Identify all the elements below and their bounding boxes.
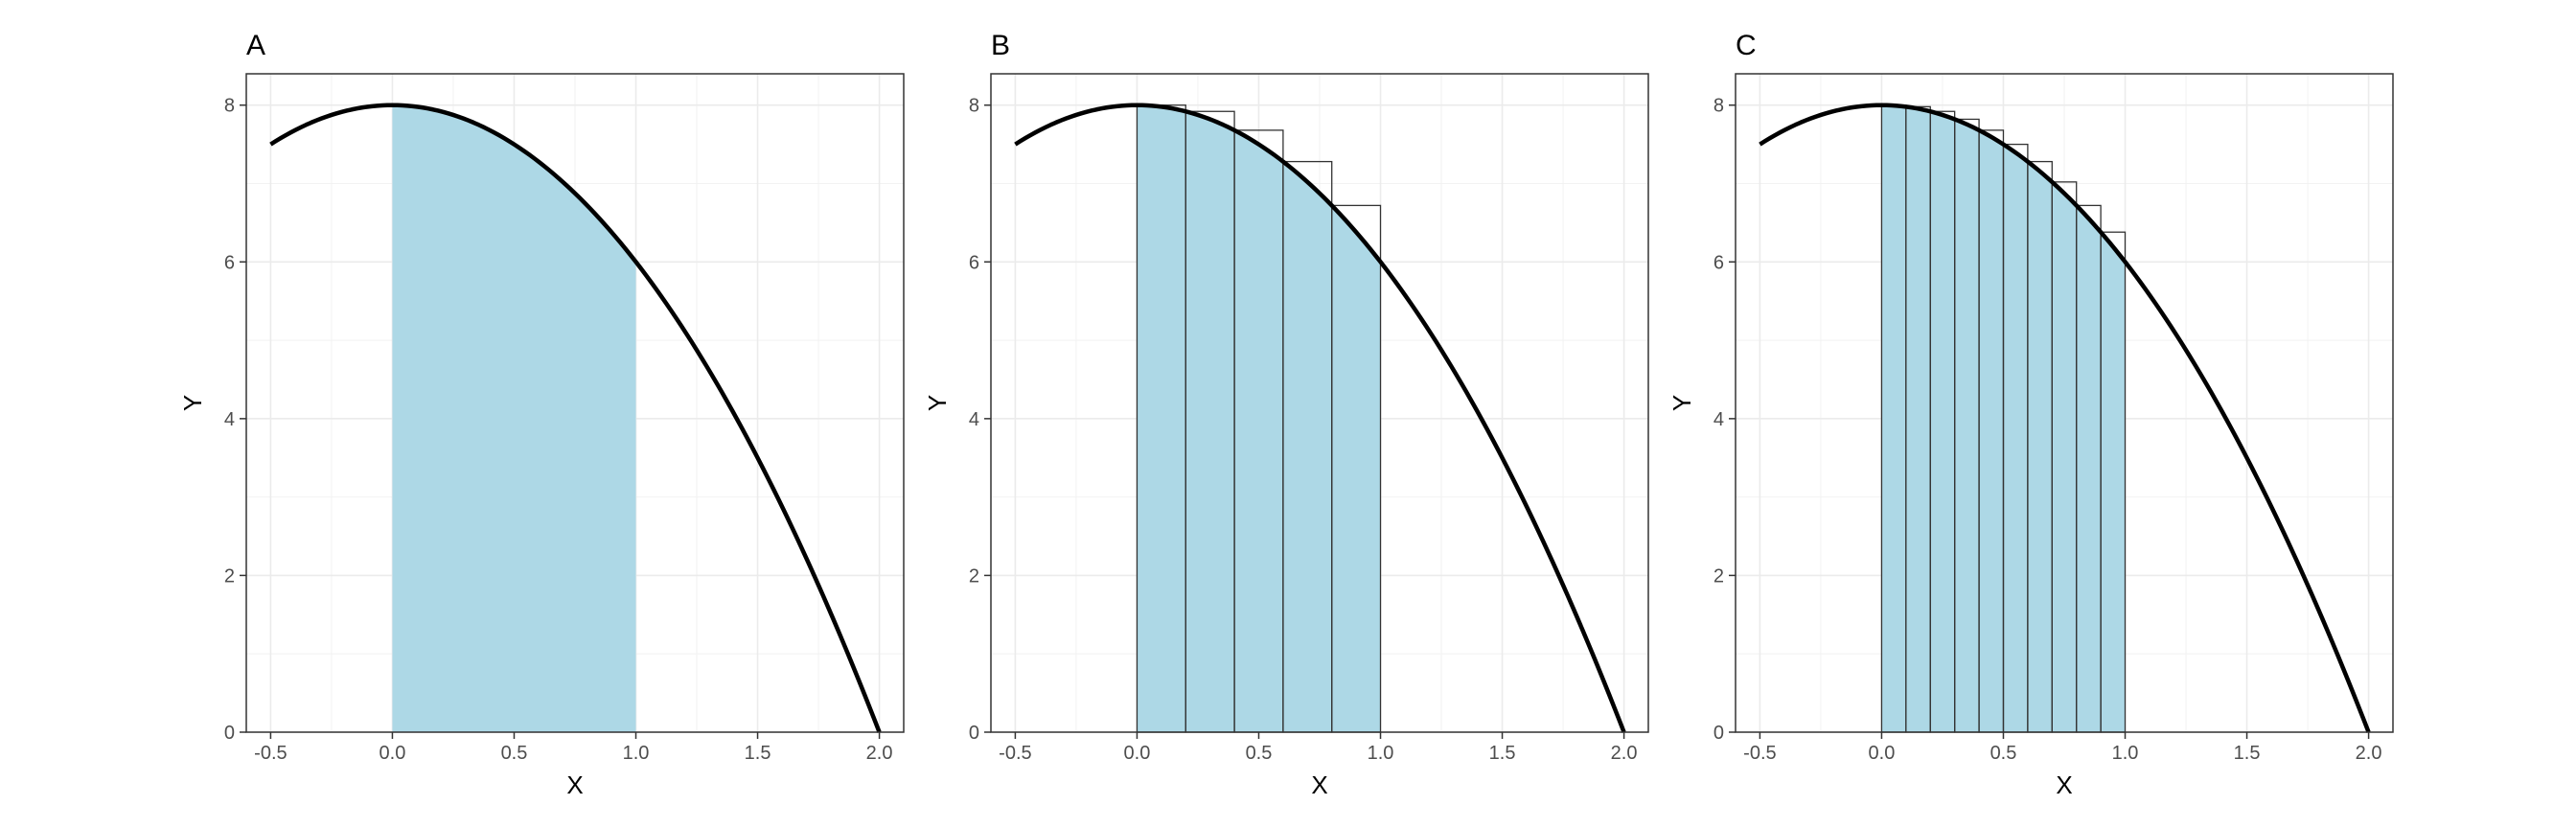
y-tick-label: 8 [969, 96, 979, 117]
rect-fills [1881, 104, 2126, 732]
y-tick-label: 4 [969, 409, 979, 430]
y-tick-label: 6 [224, 252, 235, 273]
x-tick-label: 0.0 [1869, 743, 1896, 764]
x-tick-label: 1.5 [2234, 743, 2261, 764]
x-tick-label: -0.5 [254, 743, 287, 764]
x-tick-label: -0.5 [1743, 743, 1776, 764]
riemann-bar-fill [1234, 129, 1283, 732]
x-tick-label: 0.5 [1246, 743, 1273, 764]
y-tick-label: 8 [1714, 96, 1724, 117]
shaded-area [392, 104, 636, 732]
x-tick-label: 0.0 [1124, 743, 1151, 764]
panel-border [1735, 73, 2394, 733]
curve-line [1759, 103, 2371, 733]
y-tick-label: 8 [224, 96, 235, 117]
riemann-bar-fill [1930, 111, 1955, 732]
riemann-bar-fill [1979, 129, 2004, 732]
y-tick-label: 2 [969, 565, 979, 586]
y-tick-label: 2 [224, 565, 235, 586]
y-tick-label: 4 [1714, 409, 1724, 430]
riemann-bar-fill [1905, 106, 1931, 732]
riemann-bar-fill [2101, 232, 2126, 732]
y-tick-label: 4 [224, 409, 235, 430]
x-tick-label: 2.0 [866, 743, 893, 764]
x-tick-label: 1.0 [623, 743, 650, 764]
y-tick-label: 2 [1714, 565, 1724, 586]
x-tick-label: 1.5 [745, 743, 771, 764]
x-tick-label: 2.0 [1611, 743, 1638, 764]
riemann-bar-fill [1282, 161, 1332, 732]
y-tick-label: 6 [969, 252, 979, 273]
riemann-bar-fill [1954, 119, 1980, 732]
riemann-bar-fill [1331, 205, 1381, 732]
x-tick-label: 1.0 [1368, 743, 1394, 764]
riemann-bar-fill [1881, 104, 1906, 732]
panel-tag: C [1736, 30, 1757, 61]
rect-fills [1137, 104, 1381, 732]
x-tick-label: 2.0 [2356, 743, 2382, 764]
curve-line [269, 103, 882, 733]
y-tick-label: 0 [224, 723, 235, 744]
panel-border [245, 73, 905, 733]
y-axis-title: Y [178, 395, 207, 411]
panel-b: -0.5 0.0 0.5 1.0 1.5 2.0 0 2 4 6 8 X Y B [923, 30, 1649, 799]
panel-tag: A [246, 30, 265, 61]
riemann-bar-fill [2027, 161, 2053, 732]
y-tick-label: 0 [969, 723, 979, 744]
y-tick-label: 6 [1714, 252, 1724, 273]
x-tick-label: 0.0 [380, 743, 406, 764]
riemann-bar-fill [1185, 111, 1235, 732]
y-axis-title: Y [1668, 395, 1696, 411]
x-axis-title: X [2056, 770, 2072, 799]
x-tick-label: -0.5 [999, 743, 1031, 764]
riemann-bar-fill [2052, 181, 2077, 732]
riemann-bar-fill [1137, 104, 1186, 732]
y-axis-title: Y [923, 395, 952, 411]
riemann-bar-fill [2003, 144, 2028, 732]
panel-border [990, 73, 1649, 733]
x-tick-label: 1.0 [2112, 743, 2139, 764]
panel-c: -0.5 0.0 0.5 1.0 1.5 2.0 0 2 4 6 8 X Y C [1668, 30, 2394, 799]
x-tick-label: 0.5 [501, 743, 528, 764]
x-axis-title: X [566, 770, 583, 799]
panel-a: -0.5 0.0 0.5 1.0 1.5 2.0 0 2 4 6 8 X Y A [178, 30, 905, 799]
panel-tag: B [991, 30, 1010, 61]
riemann-bar-fill [2076, 205, 2102, 732]
x-tick-label: 1.5 [1489, 743, 1516, 764]
x-axis-title: X [1311, 770, 1327, 799]
x-tick-label: 0.5 [1990, 743, 2017, 764]
y-tick-label: 0 [1714, 723, 1724, 744]
curve-line [1014, 103, 1626, 733]
